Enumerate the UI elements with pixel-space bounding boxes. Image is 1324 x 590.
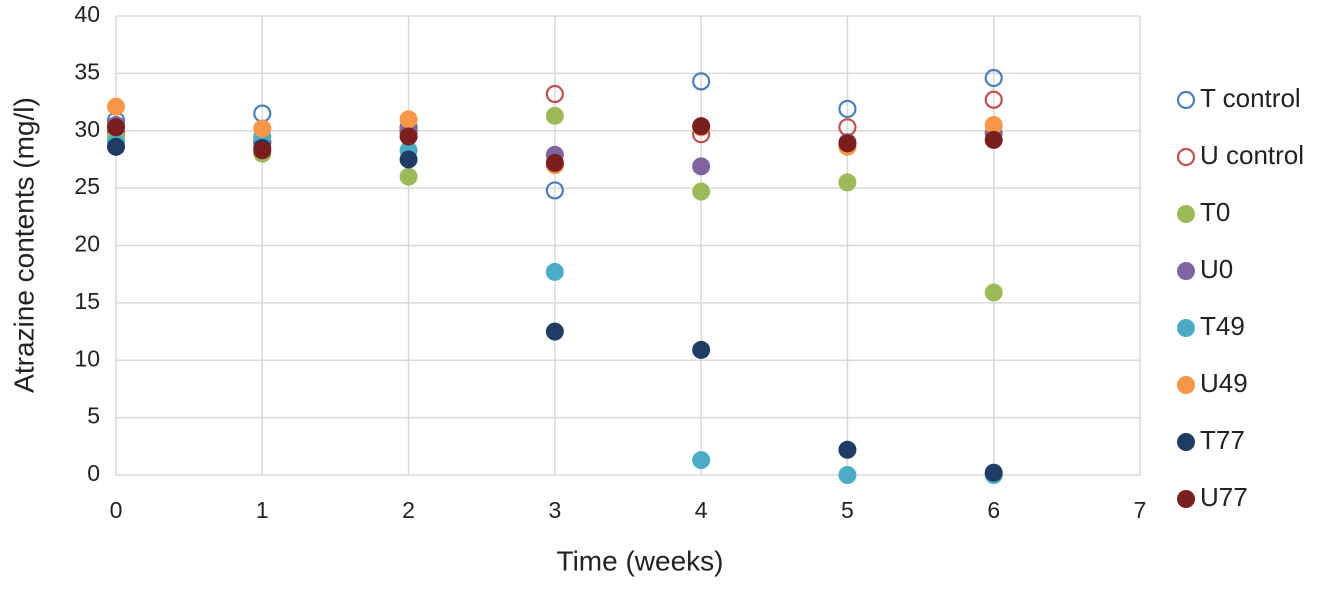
legend-label: U49 bbox=[1200, 368, 1248, 398]
x-tick-label: 4 bbox=[695, 497, 708, 523]
data-point bbox=[984, 116, 1003, 135]
legend-label: T77 bbox=[1200, 425, 1245, 455]
x-tick-label: 0 bbox=[110, 497, 123, 523]
data-point bbox=[838, 440, 857, 459]
legend-marker bbox=[1177, 376, 1195, 394]
grid bbox=[115, 15, 1141, 476]
data-point bbox=[984, 283, 1003, 302]
data-point bbox=[838, 99, 857, 119]
data-point bbox=[545, 322, 564, 341]
y-tick-label: 5 bbox=[87, 403, 100, 429]
y-tick-label: 40 bbox=[74, 1, 100, 27]
data-point bbox=[838, 466, 857, 484]
data-point bbox=[984, 130, 1003, 149]
legend-marker bbox=[1176, 147, 1196, 167]
data-point bbox=[253, 141, 272, 160]
y-tick-label: 30 bbox=[74, 116, 100, 142]
legend-label: U control bbox=[1200, 140, 1304, 170]
data-point bbox=[692, 451, 711, 470]
data-point bbox=[399, 150, 418, 169]
x-tick-label: 6 bbox=[987, 497, 1000, 523]
data-point bbox=[545, 106, 564, 125]
legend-label: U77 bbox=[1200, 482, 1248, 512]
x-tick-label: 2 bbox=[402, 497, 415, 523]
data-point bbox=[984, 68, 1003, 88]
legend-marker bbox=[1177, 490, 1195, 508]
y-tick-label: 25 bbox=[74, 173, 100, 199]
y-tick-label: 15 bbox=[74, 288, 100, 314]
legend-marker bbox=[1177, 262, 1195, 280]
data-point bbox=[107, 137, 125, 156]
data-point bbox=[545, 153, 564, 172]
legend-label: U0 bbox=[1200, 254, 1233, 284]
x-tick-label: 7 bbox=[1134, 497, 1147, 523]
data-point bbox=[838, 173, 857, 192]
marks bbox=[106, 68, 1003, 484]
y-tick-label: 10 bbox=[74, 345, 100, 371]
legend-marker bbox=[1176, 90, 1196, 110]
data-point bbox=[692, 340, 711, 359]
legend-marker bbox=[1177, 205, 1195, 223]
legend-marker bbox=[1177, 433, 1195, 451]
data-point bbox=[399, 110, 418, 129]
y-tick-label: 0 bbox=[87, 460, 100, 486]
x-axis-title: Time (weeks) bbox=[557, 545, 724, 576]
legend-label: T control bbox=[1200, 83, 1301, 113]
y-axis-title: Atrazine contents (mg/l) bbox=[8, 97, 39, 393]
data-point bbox=[984, 463, 1003, 482]
data-point bbox=[545, 181, 564, 200]
data-point bbox=[399, 127, 418, 146]
data-point bbox=[692, 182, 711, 201]
data-point bbox=[984, 90, 1003, 109]
data-point bbox=[692, 72, 711, 91]
x-tick-label: 5 bbox=[841, 497, 854, 523]
legend-marker bbox=[1177, 319, 1195, 337]
data-point bbox=[692, 117, 711, 136]
y-tick-label: 35 bbox=[74, 58, 100, 84]
data-point bbox=[399, 167, 418, 186]
data-point bbox=[692, 157, 711, 176]
data-point bbox=[545, 262, 564, 281]
x-tick-label: 1 bbox=[256, 497, 269, 523]
data-point bbox=[253, 119, 272, 138]
x-tick-label: 3 bbox=[548, 497, 561, 523]
data-point bbox=[107, 97, 125, 116]
data-point bbox=[545, 84, 564, 104]
legend-label: T49 bbox=[1200, 311, 1245, 341]
data-point bbox=[838, 134, 857, 153]
legend-label: T0 bbox=[1200, 197, 1230, 227]
data-point bbox=[107, 118, 125, 137]
y-tick-label: 20 bbox=[74, 231, 100, 257]
